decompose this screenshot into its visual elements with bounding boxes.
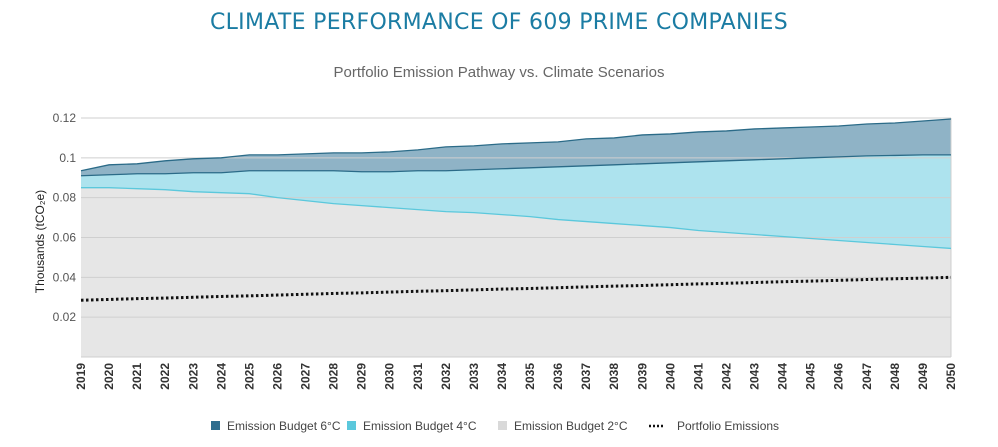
x-tick-label: 2036 bbox=[551, 363, 565, 390]
x-tick-label: 2029 bbox=[355, 363, 369, 390]
x-tick-label: 2043 bbox=[748, 363, 762, 390]
x-tick-label: 2038 bbox=[607, 363, 621, 390]
x-tick-label: 2045 bbox=[804, 363, 818, 390]
y-tick-label: 0.12 bbox=[53, 111, 77, 125]
x-tick-label: 2028 bbox=[327, 363, 341, 390]
x-tick-label: 2042 bbox=[719, 363, 733, 390]
page-title: CLIMATE PERFORMANCE OF 609 PRIME COMPANI… bbox=[209, 10, 789, 35]
y-tick-label: 0.08 bbox=[53, 191, 77, 205]
y-tick-label: 0.04 bbox=[53, 270, 77, 284]
series-line-1 bbox=[80, 154, 951, 177]
x-tick-label: 2020 bbox=[102, 363, 116, 390]
portfolio-line bbox=[80, 275, 952, 302]
x-tick-label: 2037 bbox=[579, 363, 593, 390]
y-tick-label: 0.06 bbox=[53, 231, 77, 245]
legend-label: Portfolio Emissions bbox=[677, 419, 779, 433]
x-tick-label: 2041 bbox=[691, 363, 705, 390]
x-tick-label: 2031 bbox=[411, 363, 425, 390]
legend-swatch bbox=[498, 421, 507, 430]
x-tick-label: 2027 bbox=[299, 363, 313, 390]
y-tick-label: 0.1 bbox=[59, 151, 76, 165]
x-tick-label: 2046 bbox=[832, 363, 846, 390]
x-tick-label: 2047 bbox=[860, 363, 874, 390]
x-tick-label: 2026 bbox=[270, 363, 284, 390]
x-tick-label: 2035 bbox=[523, 363, 537, 390]
x-tick-label: 2030 bbox=[383, 363, 397, 390]
area-2 bbox=[81, 187, 951, 357]
x-tick-label: 2022 bbox=[158, 363, 172, 390]
legend-swatch bbox=[211, 421, 220, 430]
x-tick-label: 2048 bbox=[888, 363, 902, 390]
chart-title: Portfolio Emission Pathway vs. Climate S… bbox=[333, 64, 665, 81]
x-tick-label: 2023 bbox=[186, 363, 200, 390]
x-tick-label: 2039 bbox=[635, 363, 649, 390]
x-tick-label: 2040 bbox=[663, 363, 677, 390]
x-tick-label: 2044 bbox=[776, 363, 790, 390]
legend-label: Emission Budget 2°C bbox=[514, 419, 628, 433]
x-tick-label: 2033 bbox=[467, 363, 481, 390]
x-tick-label: 2050 bbox=[944, 363, 958, 390]
x-tick-label: 2024 bbox=[214, 363, 228, 390]
x-tick-label: 2021 bbox=[130, 363, 144, 390]
y-tick-label: 0.02 bbox=[53, 310, 77, 324]
x-tick-label: 2049 bbox=[916, 363, 930, 390]
y-axis-label: Thousands (tCO₂e) bbox=[33, 190, 47, 293]
series-line-0 bbox=[80, 118, 952, 172]
x-tick-label: 2025 bbox=[242, 363, 256, 390]
x-tick-label: 2032 bbox=[439, 363, 453, 390]
legend-label: Emission Budget 4°C bbox=[363, 419, 477, 433]
legend-label: Emission Budget 6°C bbox=[227, 419, 341, 433]
legend-swatch bbox=[347, 421, 356, 430]
x-tick-label: 2019 bbox=[74, 363, 88, 390]
series-line-2 bbox=[81, 187, 952, 250]
x-tick-label: 2034 bbox=[495, 363, 509, 390]
